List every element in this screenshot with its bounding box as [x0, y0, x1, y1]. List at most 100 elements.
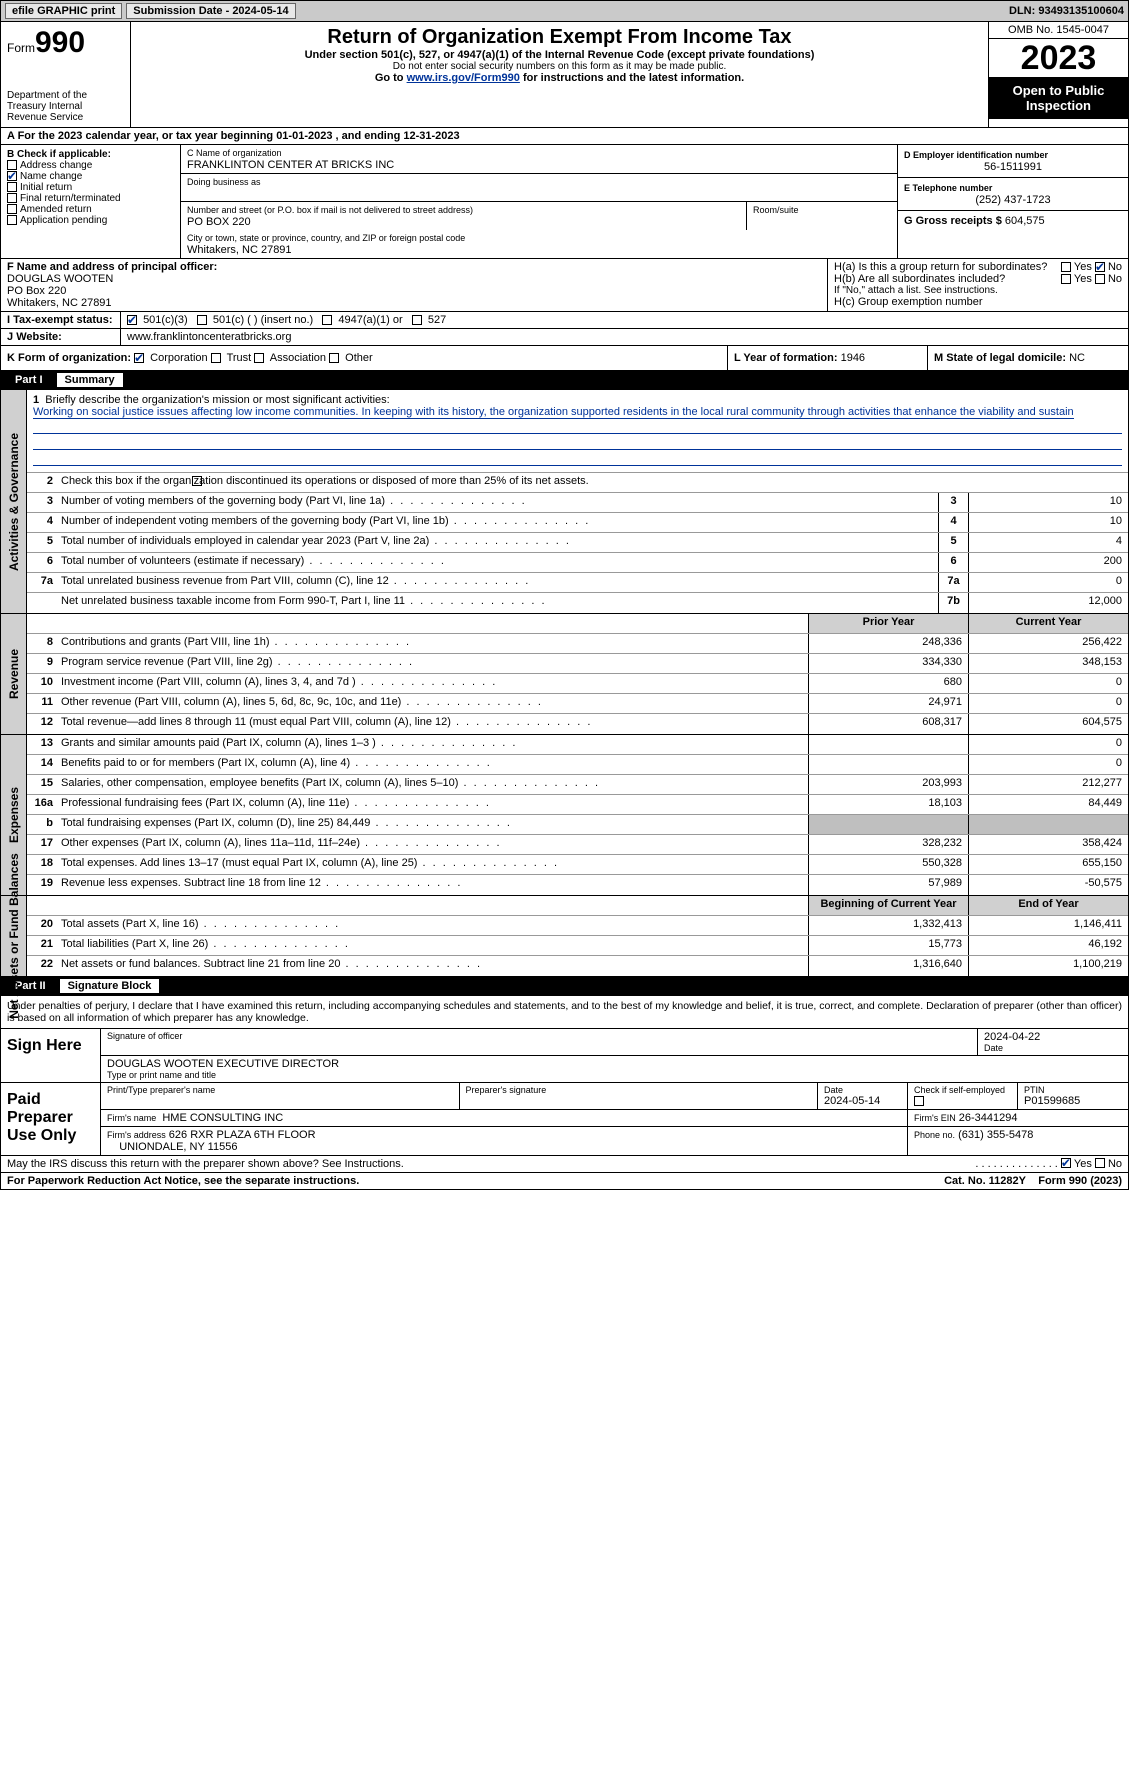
- table-row: 17Other expenses (Part IX, column (A), l…: [27, 835, 1128, 855]
- checkbox-self-employed[interactable]: [914, 1096, 924, 1106]
- page-footer: For Paperwork Reduction Act Notice, see …: [0, 1173, 1129, 1190]
- eoy-header: End of Year: [968, 896, 1128, 915]
- activities-governance-section: Activities & Governance 1 Briefly descri…: [0, 390, 1129, 614]
- irs-link[interactable]: www.irs.gov/Form990: [407, 72, 520, 84]
- checkbox-discuss-no[interactable]: [1095, 1158, 1105, 1168]
- checkbox-527[interactable]: [412, 315, 422, 325]
- table-row: 20Total assets (Part X, line 16)1,332,41…: [27, 916, 1128, 936]
- paid-preparer-block: Paid Preparer Use Only Print/Type prepar…: [0, 1083, 1129, 1156]
- sidelabel-expenses: Expenses: [7, 787, 21, 843]
- h-b-subordinates: H(b) Are all subordinates included? Yes …: [834, 273, 1122, 285]
- gross-receipts-value: 604,575: [1005, 215, 1045, 227]
- checkbox-hb-no[interactable]: [1095, 274, 1105, 284]
- officer-name: DOUGLAS WOOTEN: [7, 273, 113, 285]
- paid-preparer-label: Paid Preparer Use Only: [1, 1083, 101, 1155]
- discuss-row: May the IRS discuss this return with the…: [0, 1156, 1129, 1173]
- website-value: www.franklintoncenteratbricks.org: [127, 331, 291, 343]
- street-label: Number and street (or P.O. box if mail i…: [187, 205, 473, 215]
- gross-receipts-label: G Gross receipts $: [904, 215, 1002, 227]
- officer-street: PO Box 220: [7, 285, 66, 297]
- table-row: 6Total number of volunteers (estimate if…: [27, 553, 1128, 573]
- submission-date-button[interactable]: Submission Date - 2024-05-14: [126, 3, 295, 19]
- phone-label: E Telephone number: [904, 183, 992, 193]
- sidelabel-net: Net Assets or Fund Balances: [7, 853, 21, 1019]
- checkbox-501c[interactable]: [197, 315, 207, 325]
- checkbox-discontinued[interactable]: [192, 476, 202, 486]
- ssn-warning: Do not enter social security numbers on …: [137, 61, 982, 72]
- sidelabel-revenue: Revenue: [7, 649, 21, 699]
- state-domicile: NC: [1069, 352, 1085, 364]
- checkbox-assoc[interactable]: [254, 353, 264, 363]
- officer-name-title: DOUGLAS WOOTEN EXECUTIVE DIRECTOR: [107, 1058, 339, 1070]
- tax-exempt-row: I Tax-exempt status: 501(c)(3) 501(c) ( …: [0, 312, 1129, 329]
- form-number: Form990: [7, 26, 124, 60]
- firm-addr-1: 626 RXR PLAZA 6TH FLOOR: [169, 1129, 316, 1141]
- table-row: 10Investment income (Part VIII, column (…: [27, 674, 1128, 694]
- table-row: 15Salaries, other compensation, employee…: [27, 775, 1128, 795]
- checkbox-other[interactable]: [329, 353, 339, 363]
- table-row: 21Total liabilities (Part X, line 26)15,…: [27, 936, 1128, 956]
- efile-print-button[interactable]: efile GRAPHIC print: [5, 3, 122, 19]
- net-assets-section: Net Assets or Fund Balances Beginning of…: [0, 896, 1129, 977]
- pra-notice: For Paperwork Reduction Act Notice, see …: [7, 1175, 944, 1187]
- city-label: City or town, state or province, country…: [187, 233, 465, 243]
- ptin-value: P01599685: [1024, 1095, 1080, 1107]
- open-to-public: Open to Public Inspection: [989, 77, 1128, 119]
- checkbox-4947[interactable]: [322, 315, 332, 325]
- instructions-line: Go to www.irs.gov/Form990 for instructio…: [137, 72, 982, 84]
- firm-addr-2: UNIONDALE, NY 11556: [119, 1141, 237, 1153]
- firm-phone: (631) 355-5478: [958, 1129, 1033, 1141]
- table-row: bTotal fundraising expenses (Part IX, co…: [27, 815, 1128, 835]
- table-row: 13Grants and similar amounts paid (Part …: [27, 735, 1128, 755]
- table-row: 7aTotal unrelated business revenue from …: [27, 573, 1128, 593]
- table-row: 5Total number of individuals employed in…: [27, 533, 1128, 553]
- checkbox-ha-yes[interactable]: [1061, 262, 1071, 272]
- sign-here-label: Sign Here: [1, 1029, 101, 1082]
- section-subtitle: Under section 501(c), 527, or 4947(a)(1)…: [137, 49, 982, 61]
- checkbox-name-change[interactable]: [7, 171, 17, 181]
- checkbox-501c3[interactable]: [127, 315, 137, 325]
- expenses-section: Expenses 13Grants and similar amounts pa…: [0, 735, 1129, 896]
- checkbox-trust[interactable]: [211, 353, 221, 363]
- perjury-declaration: Under penalties of perjury, I declare th…: [0, 996, 1129, 1029]
- form-header: Form990 Department of the Treasury Inter…: [0, 22, 1129, 128]
- org-info-block: B Check if applicable: Address change Na…: [0, 145, 1129, 259]
- efile-topbar: efile GRAPHIC print Submission Date - 20…: [0, 0, 1129, 22]
- checkbox-corp[interactable]: [134, 353, 144, 363]
- year-formation: 1946: [841, 352, 865, 364]
- checkbox-initial-return[interactable]: [7, 182, 17, 192]
- checkbox-discuss-yes[interactable]: [1061, 1158, 1071, 1168]
- sidelabel-ag: Activities & Governance: [7, 432, 21, 570]
- room-suite-label: Room/suite: [753, 205, 799, 215]
- table-row: 19Revenue less expenses. Subtract line 1…: [27, 875, 1128, 895]
- catalog-number: Cat. No. 11282Y: [944, 1175, 1026, 1187]
- principal-officer-label: F Name and address of principal officer:: [7, 261, 217, 273]
- checkbox-hb-yes[interactable]: [1061, 274, 1071, 284]
- box-b-check-applicable: B Check if applicable: Address change Na…: [1, 145, 181, 258]
- current-year-header: Current Year: [968, 614, 1128, 633]
- dept-treasury: Department of the Treasury Internal Reve…: [7, 90, 124, 123]
- dln-label: DLN: 93493135100604: [1009, 5, 1124, 17]
- checkbox-final-return[interactable]: [7, 193, 17, 203]
- table-row: 11Other revenue (Part VIII, column (A), …: [27, 694, 1128, 714]
- table-row: 3Number of voting members of the governi…: [27, 493, 1128, 513]
- line-a-calendar-year: A For the 2023 calendar year, or tax yea…: [0, 128, 1129, 145]
- mission-block: 1 Briefly describe the organization's mi…: [27, 390, 1128, 473]
- form-footer-label: Form 990 (2023): [1038, 1175, 1122, 1187]
- firm-name: HME CONSULTING INC: [162, 1112, 283, 1124]
- table-row: 18Total expenses. Add lines 13–17 (must …: [27, 855, 1128, 875]
- part-2-header: Part II Signature Block: [0, 977, 1129, 996]
- mission-text: Working on social justice issues affecti…: [33, 406, 1074, 419]
- checkbox-amended-return[interactable]: [7, 204, 17, 214]
- prep-date: 2024-05-14: [824, 1095, 880, 1107]
- checkbox-application-pending[interactable]: [7, 215, 17, 225]
- omb-number: OMB No. 1545-0047: [989, 22, 1128, 39]
- h-a-group-return: H(a) Is this a group return for subordin…: [834, 261, 1122, 273]
- checkbox-ha-no[interactable]: [1095, 262, 1105, 272]
- org-name-label: C Name of organization: [187, 148, 282, 158]
- form-org-row: K Form of organization: Corporation Trus…: [0, 346, 1129, 371]
- dba-label: Doing business as: [187, 177, 261, 187]
- table-row: 14Benefits paid to or for members (Part …: [27, 755, 1128, 775]
- officer-city: Whitakers, NC 27891: [7, 297, 112, 309]
- h-b-note: If "No," attach a list. See instructions…: [834, 285, 1122, 296]
